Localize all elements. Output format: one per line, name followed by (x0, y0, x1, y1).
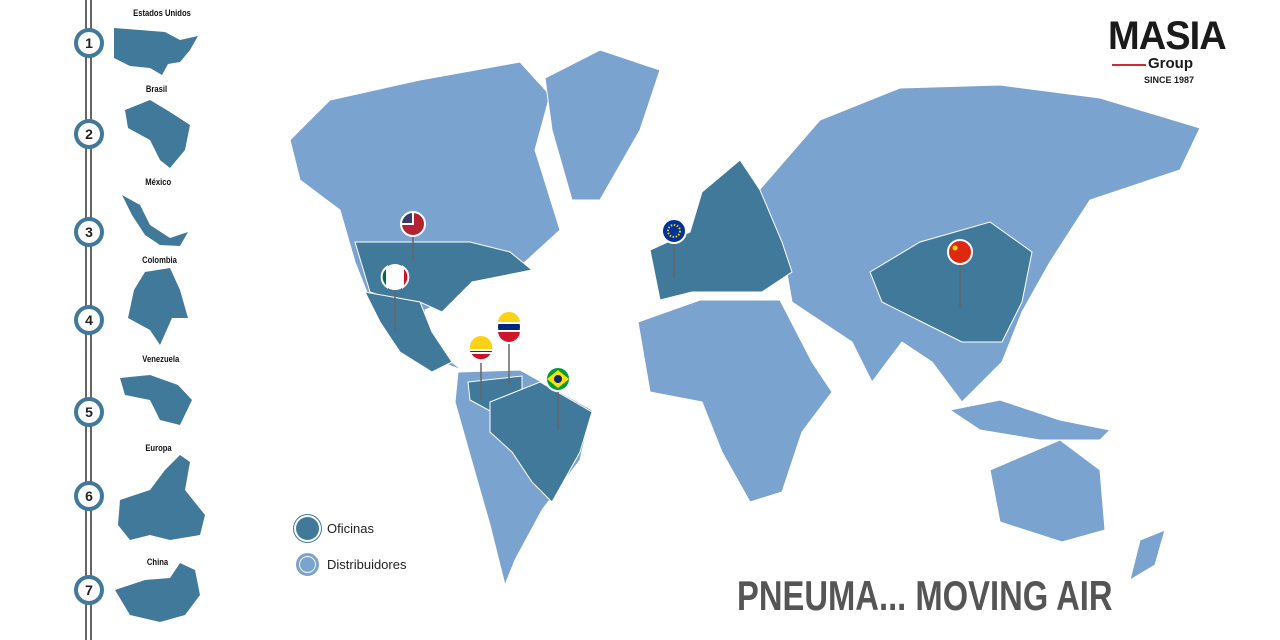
label-colombia: Colombia (142, 255, 177, 265)
distributors-swatch (296, 553, 319, 576)
eu-flag (661, 218, 687, 244)
step-5: 5 (74, 397, 104, 427)
venezuela-flag (495, 310, 523, 344)
step-1: 1 (74, 28, 104, 58)
label-china: China (146, 557, 169, 567)
australia (989, 439, 1106, 543)
mini-europe (118, 455, 205, 540)
label-europe: Europa (145, 443, 172, 453)
masia-logo: MASIA Group SINCE 1987 (1108, 14, 1227, 85)
new-zealand (1129, 529, 1166, 582)
mini-usa (114, 28, 198, 75)
china-office (869, 221, 1033, 343)
mexico-office (364, 291, 453, 373)
label-venezuela: Venezuela (142, 354, 180, 364)
china-flag (947, 239, 973, 265)
logo-red-bar (1112, 64, 1146, 66)
step-4: 4 (74, 305, 104, 335)
label-usa: Estados Unidos (133, 8, 191, 18)
step-6: 6 (74, 481, 104, 511)
mini-china (115, 563, 200, 622)
brazil-flag (545, 366, 571, 392)
label-brazil: Brasil (145, 84, 168, 94)
europe-office (649, 159, 793, 301)
label-mexico: México (145, 177, 172, 187)
usa-flag (399, 210, 426, 237)
step-2: 2 (74, 119, 104, 149)
mini-venezuela (120, 375, 192, 425)
greenland (544, 49, 661, 201)
step-7: 7 (74, 575, 104, 605)
mini-mexico (122, 195, 188, 246)
mini-brazil (125, 100, 190, 168)
tagline: PNEUMA... MOVING AIR (737, 572, 1113, 619)
colombia-flag (467, 334, 495, 363)
offices-swatch (296, 517, 319, 540)
step-3: 3 (74, 217, 104, 247)
legend-offices: Oficinas (296, 517, 374, 540)
mini-colombia (128, 268, 188, 345)
legend-distributors: Distribuidores (296, 553, 406, 576)
africa (637, 299, 833, 503)
indonesia (948, 399, 1112, 441)
mexico-flag (380, 264, 410, 290)
